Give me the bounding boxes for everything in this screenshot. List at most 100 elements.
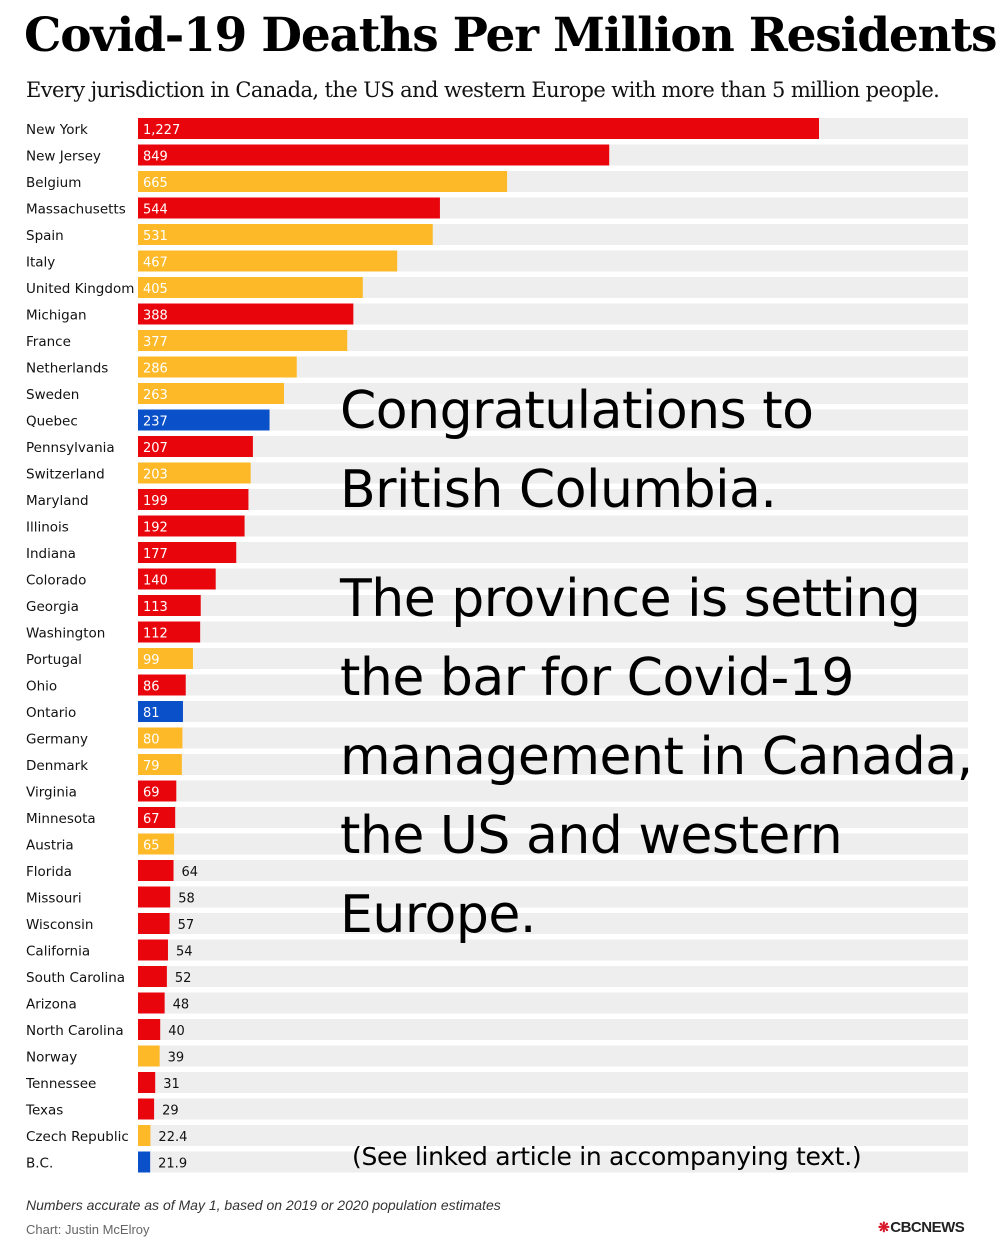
chart-title: Covid-19 Deaths Per Million Residents	[24, 8, 997, 63]
bar	[138, 171, 508, 192]
category-label: United Kingdom	[26, 281, 134, 297]
data-label: 58	[178, 892, 195, 907]
bar	[138, 939, 168, 961]
bar	[138, 833, 175, 855]
data-label: 64	[182, 865, 199, 880]
category-label: Portugal	[26, 652, 82, 668]
bar	[138, 886, 171, 908]
data-label: 29	[162, 1104, 179, 1119]
data-label: 207	[143, 441, 168, 456]
bar-track	[138, 436, 968, 457]
bar	[138, 674, 186, 696]
category-label: Switzerland	[26, 467, 105, 483]
data-label: 665	[143, 176, 168, 191]
province-message-text: The province is setting the bar for Covi…	[340, 569, 973, 945]
bar	[138, 515, 245, 537]
category-label: Wisconsin	[26, 917, 93, 933]
cbc-news-logo: ❋CBCNEWS	[878, 1219, 965, 1236]
category-label: Spain	[26, 228, 64, 244]
bar	[138, 727, 183, 749]
bar	[138, 409, 270, 431]
bar	[138, 542, 237, 563]
bar	[138, 224, 433, 245]
bar-track	[138, 913, 968, 934]
data-label: 113	[143, 600, 168, 615]
chart-subtitle: Every jurisdiction in Canada, the US and…	[26, 78, 940, 102]
data-label: 388	[143, 309, 168, 324]
category-label: Florida	[26, 864, 72, 880]
data-label: 467	[143, 256, 168, 271]
bar-track	[138, 1019, 968, 1040]
bar-track	[138, 515, 968, 537]
category-label: Belgium	[26, 175, 81, 191]
category-label: Indiana	[26, 546, 76, 562]
bar	[138, 489, 249, 510]
data-label: 199	[143, 494, 168, 509]
category-label: North Carolina	[26, 1023, 124, 1039]
bar	[138, 648, 193, 669]
category-label: Ontario	[26, 705, 76, 721]
category-label: Norway	[26, 1050, 77, 1066]
bar-track	[138, 780, 968, 802]
category-label: Virginia	[26, 785, 77, 801]
bar-track	[138, 648, 968, 669]
data-label: 69	[143, 786, 160, 801]
data-label: 65	[143, 839, 160, 854]
bar-track	[138, 489, 968, 510]
data-label: 86	[143, 680, 160, 695]
category-label: Michigan	[26, 308, 87, 324]
bar-track	[138, 674, 968, 696]
bar	[138, 966, 167, 987]
category-label: Tennessee	[25, 1076, 96, 1092]
category-label: Italy	[26, 255, 55, 271]
data-label: 849	[143, 150, 168, 165]
category-label: Illinois	[26, 520, 69, 536]
bar-track	[138, 356, 968, 378]
congratulations-text: Congratulations to British Columbia.	[340, 381, 814, 520]
data-label: 377	[143, 335, 168, 350]
data-label: 203	[143, 468, 168, 483]
data-label: 192	[143, 521, 168, 536]
bar-track	[138, 966, 968, 987]
data-label: 112	[143, 627, 168, 642]
bar	[138, 992, 165, 1014]
category-label: Missouri	[26, 891, 82, 907]
category-label: Arizona	[26, 997, 77, 1013]
bar-track	[138, 409, 968, 431]
bar	[138, 1125, 151, 1146]
bar-track	[138, 727, 968, 749]
data-label: 531	[143, 229, 168, 244]
bar	[138, 568, 216, 590]
data-label: 140	[143, 574, 168, 589]
data-label: 40	[168, 1024, 185, 1039]
category-label: France	[26, 334, 71, 350]
data-label: 237	[143, 415, 168, 430]
bar	[138, 330, 348, 351]
data-label: 21.9	[158, 1157, 187, 1172]
bar	[138, 621, 201, 643]
category-label: B.C.	[26, 1156, 53, 1172]
bar-track	[138, 621, 968, 643]
category-label: Massachusetts	[26, 202, 126, 218]
bar	[138, 277, 363, 298]
bar	[138, 303, 354, 325]
bar	[138, 595, 201, 616]
bar	[138, 144, 610, 166]
bar	[138, 1098, 155, 1120]
bar-track	[138, 1125, 968, 1146]
source-footnote: Numbers accurate as of May 1, based on 2…	[26, 1197, 501, 1213]
data-label: 39	[168, 1051, 185, 1066]
cbc-news-wordmark: CBCNEWS	[890, 1219, 965, 1236]
bar	[138, 118, 819, 139]
bar	[138, 197, 440, 219]
data-label: 80	[143, 733, 160, 748]
category-label: Georgia	[26, 599, 79, 615]
category-label: California	[26, 944, 90, 960]
bar-track	[138, 542, 968, 563]
category-label: Czech Republic	[26, 1129, 129, 1145]
cbc-gem-icon: ❋	[878, 1219, 890, 1235]
bar-track	[138, 1072, 968, 1093]
data-label: 22.4	[158, 1130, 187, 1145]
bar-track	[138, 568, 968, 590]
